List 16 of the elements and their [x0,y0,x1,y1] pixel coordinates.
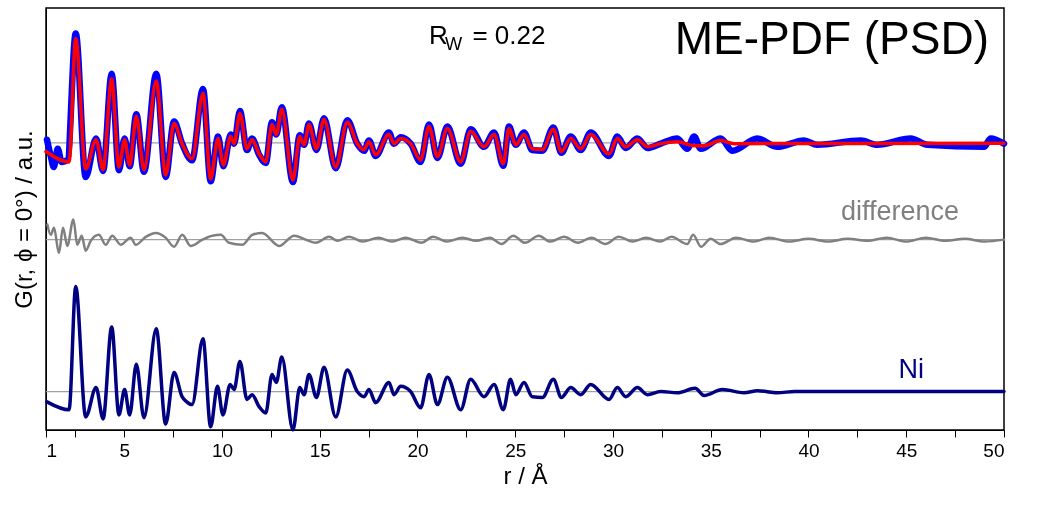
x-tick-label: 10 [211,439,234,461]
x-tick-label: 20 [407,439,429,461]
x-tick-label: 35 [700,439,722,461]
y-axis-title: G(r, ϕ = 0°) / a.u. [9,130,37,309]
x-tick-label: 1 [46,439,58,461]
x-tick-label: 30 [602,439,625,461]
series-label: difference [840,195,959,226]
series-label: Ni [898,353,924,384]
x-tick-label: 25 [505,439,527,461]
annotation: ME-PDF (PSD) [674,12,989,64]
x-tick-label: 40 [798,439,820,461]
x-tick-label: 5 [119,439,130,461]
x-tick-label: 45 [896,439,918,461]
x-tick-label: 15 [309,439,331,461]
x-tick-label: 50 [983,439,1005,461]
x-axis-title: r / Å [503,461,548,489]
